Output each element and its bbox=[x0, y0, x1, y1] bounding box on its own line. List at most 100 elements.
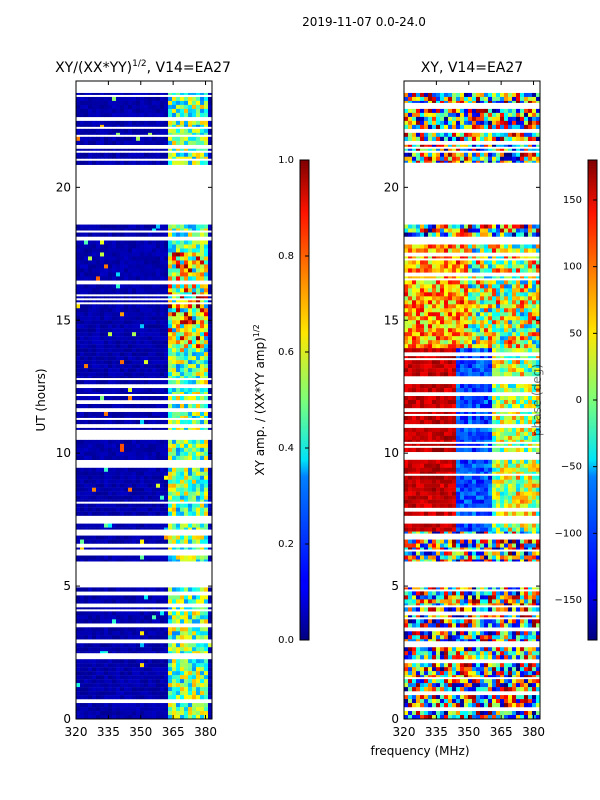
heatmap-cell bbox=[120, 316, 125, 321]
heatmap-cell bbox=[188, 555, 193, 560]
heatmap-cell bbox=[84, 368, 89, 373]
heatmap-cell bbox=[444, 96, 449, 102]
heatmap-cell bbox=[140, 304, 145, 309]
heatmap-cell bbox=[468, 304, 473, 309]
heatmap-cell bbox=[188, 443, 193, 449]
heatmap-cell bbox=[136, 495, 141, 500]
heatmap-cell bbox=[444, 124, 449, 130]
heatmap-cell bbox=[184, 292, 189, 295]
heatmap-cell bbox=[92, 555, 97, 560]
heatmap-cell bbox=[428, 108, 433, 114]
heatmap-cell bbox=[152, 711, 157, 716]
heatmap-cell bbox=[416, 300, 421, 305]
heatmap-cell bbox=[192, 711, 197, 716]
heatmap-cell bbox=[180, 467, 185, 472]
heatmap-cell bbox=[128, 607, 133, 610]
heatmap-cell bbox=[96, 607, 101, 610]
heatmap-cell bbox=[432, 248, 437, 253]
heatmap-cell bbox=[92, 120, 97, 126]
heatmap-cell bbox=[204, 396, 209, 401]
heatmap-cell bbox=[136, 471, 141, 476]
heatmap-cell bbox=[184, 288, 189, 293]
heatmap-cell bbox=[96, 228, 101, 231]
heatmap-cell bbox=[88, 96, 93, 102]
heatmap-cell bbox=[408, 280, 413, 285]
heatmap-cell bbox=[192, 124, 197, 127]
heatmap-cell bbox=[164, 328, 169, 333]
heatmap-cell bbox=[92, 372, 97, 377]
heatmap-cell bbox=[92, 527, 97, 530]
heatmap-cell bbox=[96, 679, 101, 684]
heatmap-cell bbox=[76, 260, 81, 265]
heatmap-cell bbox=[504, 96, 509, 102]
heatmap-cell bbox=[76, 491, 81, 496]
heatmap-cell bbox=[128, 356, 133, 361]
heatmap-cell bbox=[104, 96, 109, 102]
heatmap-cell bbox=[528, 136, 533, 142]
heatmap-cell bbox=[176, 292, 181, 295]
heatmap-cell bbox=[480, 276, 485, 279]
heatmap-cell bbox=[428, 308, 433, 313]
heatmap-cell bbox=[104, 324, 109, 329]
heatmap-cell bbox=[160, 308, 165, 313]
heatmap-cell bbox=[432, 308, 437, 313]
heatmap-cell bbox=[468, 292, 473, 297]
heatmap-cell bbox=[436, 108, 441, 114]
heatmap-cell bbox=[204, 388, 209, 393]
heatmap-cell bbox=[512, 264, 517, 269]
heatmap-cell bbox=[160, 631, 165, 636]
heatmap-cell bbox=[180, 140, 185, 145]
heatmap-cell bbox=[460, 148, 465, 151]
heatmap-cell bbox=[188, 352, 193, 357]
heatmap-cell bbox=[84, 403, 89, 409]
heatmap-cell bbox=[76, 663, 81, 668]
heatmap-cell bbox=[500, 268, 505, 273]
heatmap-cell bbox=[196, 368, 201, 373]
heatmap-cell bbox=[200, 683, 205, 688]
heatmap-cell bbox=[140, 507, 145, 512]
heatmap-cell bbox=[196, 711, 201, 716]
heatmap-cell bbox=[80, 487, 85, 492]
heatmap-cell bbox=[152, 268, 157, 273]
heatmap-cell bbox=[204, 392, 209, 395]
heatmap-cell bbox=[160, 260, 165, 265]
heatmap-cell bbox=[200, 156, 205, 159]
heatmap-cell bbox=[188, 415, 193, 418]
heatmap-cell bbox=[140, 471, 145, 476]
heatmap-cell bbox=[152, 272, 157, 277]
heatmap-cell bbox=[512, 136, 517, 142]
heatmap-cell bbox=[108, 651, 113, 654]
heatmap-cell bbox=[148, 392, 153, 395]
heatmap-cell bbox=[152, 715, 157, 719]
heatmap-cell bbox=[88, 160, 93, 165]
heatmap-cell bbox=[132, 595, 137, 600]
heatmap-cell bbox=[180, 340, 185, 345]
heatmap-cell bbox=[208, 392, 212, 395]
heatmap-cell bbox=[100, 619, 105, 624]
heatmap-cell bbox=[184, 120, 189, 126]
heatmap-cell bbox=[168, 224, 173, 229]
heatmap-cell bbox=[188, 527, 193, 530]
heatmap-cell bbox=[92, 304, 97, 309]
heatmap-cell bbox=[416, 268, 421, 273]
heatmap-cell bbox=[76, 264, 81, 269]
heatmap-cell bbox=[180, 356, 185, 361]
heatmap-cell bbox=[88, 443, 93, 449]
heatmap-cell bbox=[136, 264, 141, 269]
heatmap-cell bbox=[88, 276, 93, 281]
heatmap-cell bbox=[188, 292, 193, 295]
heatmap-cell bbox=[104, 268, 109, 273]
heatmap-cell bbox=[180, 403, 185, 409]
heatmap-cell bbox=[408, 296, 413, 301]
heatmap-cell bbox=[104, 156, 109, 159]
heatmap-cell bbox=[512, 228, 517, 233]
heatmap-cell bbox=[164, 679, 169, 684]
heatmap-cell bbox=[468, 248, 473, 253]
heatmap-cell bbox=[532, 92, 537, 98]
heatmap-cell bbox=[80, 411, 85, 417]
heatmap-cell bbox=[84, 272, 89, 277]
heatmap-cell bbox=[88, 467, 93, 472]
heatmap-cell bbox=[160, 415, 165, 418]
heatmap-cell bbox=[168, 124, 173, 127]
heatmap-cell bbox=[492, 156, 497, 161]
